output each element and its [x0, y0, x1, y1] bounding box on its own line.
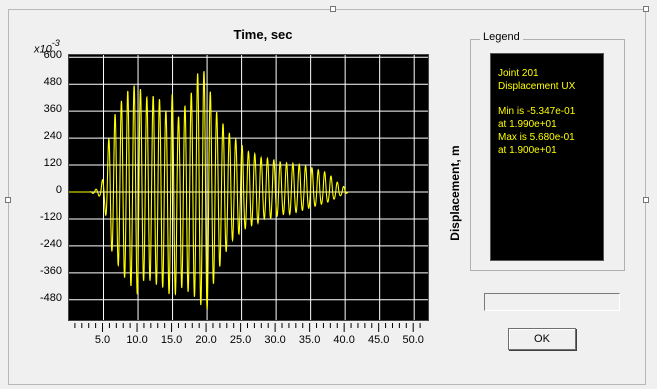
x-tick-label: 50.0 [402, 334, 424, 346]
legend-line: Max is 5.680e-01 [498, 132, 575, 143]
x-tick-label: 25.0 [229, 334, 252, 346]
resize-handle-top[interactable] [330, 6, 336, 12]
y-tick-label: 600 [43, 49, 62, 62]
y-tick-label: 240 [43, 130, 62, 143]
y-axis-multiplier-base: x10 [34, 43, 52, 56]
x-axis-ticks [74, 323, 421, 332]
series-line-displacement-ux [69, 71, 349, 310]
y-tick-label: 120 [43, 157, 62, 170]
x-tick-label: 40.0 [333, 334, 355, 346]
legend-line: Displacement UX [498, 81, 576, 92]
x-tick-label: 10.0 [126, 334, 148, 346]
status-field [484, 293, 620, 311]
time-history-chart [69, 55, 428, 320]
y-axis-label: Displacement, m [448, 145, 462, 241]
x-tick-label: 30.0 [264, 334, 286, 346]
legend-box [490, 53, 604, 261]
y-tick-label: -240 [39, 237, 62, 250]
legend-line: at 1.990e+01 [498, 119, 557, 130]
legend-line: at 1.900e+01 [498, 145, 557, 156]
y-tick-label: 0 [55, 183, 62, 196]
x-tick-label: 35.0 [298, 334, 321, 346]
legend-title: Legend [480, 31, 523, 43]
legend-frame [470, 39, 625, 271]
y-tick-label: 480 [43, 76, 62, 89]
x-tick-label: 45.0 [367, 334, 390, 346]
legend-line: Min is -5.347e-01 [498, 106, 576, 117]
y-tick-label: -120 [39, 210, 62, 223]
legend-line: Joint 201 [498, 68, 539, 79]
plot-area [68, 54, 429, 321]
y-tick-label: -480 [39, 291, 62, 304]
resize-handle-top-right[interactable] [643, 6, 649, 12]
y-tick-label: 360 [43, 103, 62, 116]
y-tick-label: -360 [39, 264, 62, 277]
x-tick-label: 5.0 [94, 334, 111, 346]
ok-button[interactable]: OK [508, 328, 576, 350]
resize-handle-right[interactable] [643, 197, 649, 203]
resize-handle-left[interactable] [5, 197, 11, 203]
x-tick-label: 15.0 [160, 334, 183, 346]
y-axis-multiplier: x10-3 [34, 38, 60, 56]
y-axis-multiplier-exponent: -3 [51, 38, 60, 48]
plot-title: Time, sec [233, 27, 293, 42]
x-tick-label: 20.0 [195, 334, 217, 346]
